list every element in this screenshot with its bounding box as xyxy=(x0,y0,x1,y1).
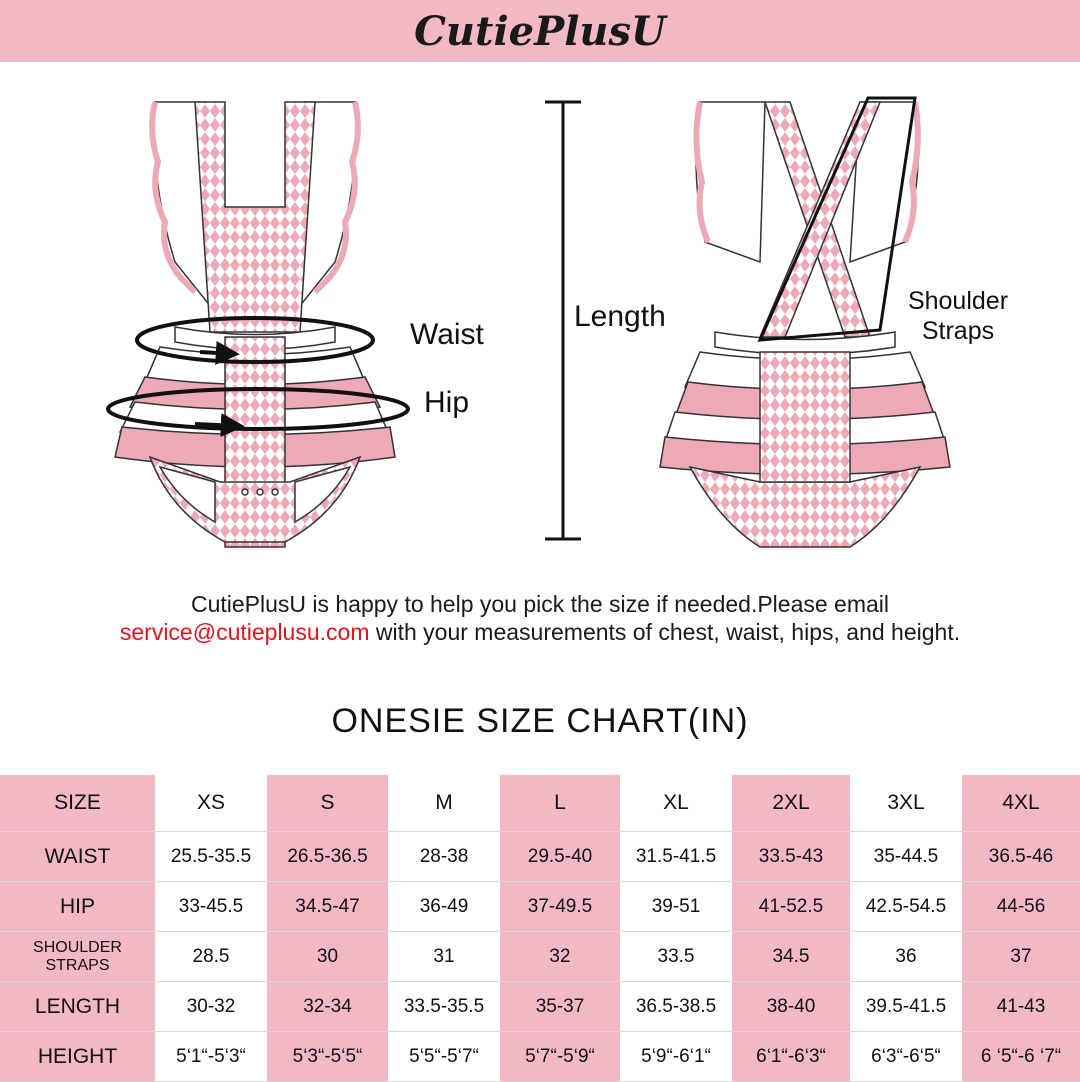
table-row-shoulder-straps: SHOULDER STRAPS 28.5 30 31 32 33.5 34.5 … xyxy=(0,931,1080,982)
shoulder-strap-outline xyxy=(757,96,917,342)
table-header-row: SIZE XS S M L XL 2XL 3XL 4XL xyxy=(0,775,1080,832)
back-view-drawing xyxy=(659,101,951,548)
table-cell: 25.5-35.5 xyxy=(155,831,267,882)
table-cell: 33.5-43 xyxy=(732,831,850,882)
table-row-length: LENGTH 30-32 32-34 33.5-35.5 35-37 36.5-… xyxy=(0,981,1080,1032)
shoulder-straps-label: Shoulder Straps xyxy=(888,286,1028,346)
table-cell: 37 xyxy=(962,931,1080,982)
table-cell: 34.5-47 xyxy=(267,881,388,932)
help-text: CutiePlusU is happy to help you pick the… xyxy=(0,590,1080,646)
header-size-label: SIZE xyxy=(0,775,155,832)
length-bar xyxy=(545,100,581,541)
waist-label: Waist xyxy=(410,318,484,351)
support-email-link[interactable]: service@cutieplusu.com xyxy=(119,619,370,645)
table-cell: 33-45.5 xyxy=(155,881,267,932)
table-cell: 36-49 xyxy=(388,881,500,932)
row-label-line2: STRAPS xyxy=(45,956,110,974)
header-size: XS xyxy=(155,775,267,832)
header-banner: CutiePlusU xyxy=(0,0,1080,62)
table-cell: 36.5-46 xyxy=(962,831,1080,882)
table-cell: 6 ‘5“-6 ‘7“ xyxy=(962,1031,1080,1082)
table-cell: 37-49.5 xyxy=(500,881,620,932)
hip-label: Hip xyxy=(424,386,470,419)
table-cell: 31 xyxy=(388,931,500,982)
table-cell: 26.5-36.5 xyxy=(267,831,388,882)
table-row-waist: WAIST 25.5-35.5 26.5-36.5 28-38 29.5-40 … xyxy=(0,831,1080,882)
table-cell: 42.5-54.5 xyxy=(850,881,962,932)
table-cell: 29.5-40 xyxy=(500,831,620,882)
table-cell: 36 xyxy=(850,931,962,982)
header-size: M xyxy=(388,775,500,832)
header-size: 2XL xyxy=(732,775,850,832)
hip-measure-ring xyxy=(106,387,410,431)
table-row-height: HEIGHT 5‘1“-5‘3“ 5‘3“-5‘5“ 5‘5“-5‘7“ 5‘7… xyxy=(0,1031,1080,1082)
onesie-illustration xyxy=(106,96,951,548)
table-cell: 5‘3“-5‘5“ xyxy=(267,1031,388,1082)
table-cell: 28-38 xyxy=(388,831,500,882)
table-cell: 41-43 xyxy=(962,981,1080,1032)
length-label: Length xyxy=(574,300,666,333)
row-label: SHOULDER STRAPS xyxy=(0,931,155,982)
table-cell: 30-32 xyxy=(155,981,267,1032)
table-cell: 5‘1“-5‘3“ xyxy=(155,1031,267,1082)
table-cell: 6‘3“-6‘5“ xyxy=(850,1031,962,1082)
header-size: 3XL xyxy=(850,775,962,832)
table-cell: 33.5-35.5 xyxy=(388,981,500,1032)
help-line2: service@cutieplusu.com with your measure… xyxy=(0,618,1080,646)
table-cell: 5‘5“-5‘7“ xyxy=(388,1031,500,1082)
table-cell: 32 xyxy=(500,931,620,982)
header-size: L xyxy=(500,775,620,832)
table-cell: 32-34 xyxy=(267,981,388,1032)
shoulder-straps-label-line2: Straps xyxy=(921,317,995,345)
table-cell: 38-40 xyxy=(732,981,850,1032)
help-line2-rest: with your measurements of chest, waist, … xyxy=(369,619,961,645)
table-cell: 41-52.5 xyxy=(732,881,850,932)
help-line1: CutiePlusU is happy to help you pick the… xyxy=(190,591,890,617)
table-cell: 44-56 xyxy=(962,881,1080,932)
header-size: 4XL xyxy=(962,775,1080,832)
table-cell: 36.5-38.5 xyxy=(620,981,732,1032)
row-label: HIP xyxy=(0,881,155,932)
table-cell: 31.5-41.5 xyxy=(620,831,732,882)
table-cell: 33.5 xyxy=(620,931,732,982)
table-cell: 39-51 xyxy=(620,881,732,932)
table-cell: 5‘7“-5‘9“ xyxy=(500,1031,620,1082)
row-label: HEIGHT xyxy=(0,1031,155,1082)
table-cell: 35-44.5 xyxy=(850,831,962,882)
table-cell: 34.5 xyxy=(732,931,850,982)
row-label-line1: SHOULDER xyxy=(33,938,122,956)
table-cell: 35-37 xyxy=(500,981,620,1032)
front-view-drawing xyxy=(114,101,396,548)
table-cell: 5‘9“-6‘1“ xyxy=(620,1031,732,1082)
size-chart-table: SIZE XS S M L XL 2XL 3XL 4XL WAIST 25.5-… xyxy=(0,775,1080,1082)
waist-measure-ring xyxy=(135,316,375,364)
table-row-hip: HIP 33-45.5 34.5-47 36-49 37-49.5 39-51 … xyxy=(0,881,1080,932)
row-label: WAIST xyxy=(0,831,155,882)
table-cell: 30 xyxy=(267,931,388,982)
brand-logo: CutiePlusU xyxy=(414,7,666,55)
table-cell: 6‘1“-6‘3“ xyxy=(732,1031,850,1082)
row-label: LENGTH xyxy=(0,981,155,1032)
shoulder-straps-label-line1: Shoulder xyxy=(907,287,1009,315)
header-size: S xyxy=(267,775,388,832)
header-size: XL xyxy=(620,775,732,832)
size-chart-title: ONESIE SIZE CHART(IN) xyxy=(331,702,749,740)
table-cell: 28.5 xyxy=(155,931,267,982)
table-cell: 39.5-41.5 xyxy=(850,981,962,1032)
